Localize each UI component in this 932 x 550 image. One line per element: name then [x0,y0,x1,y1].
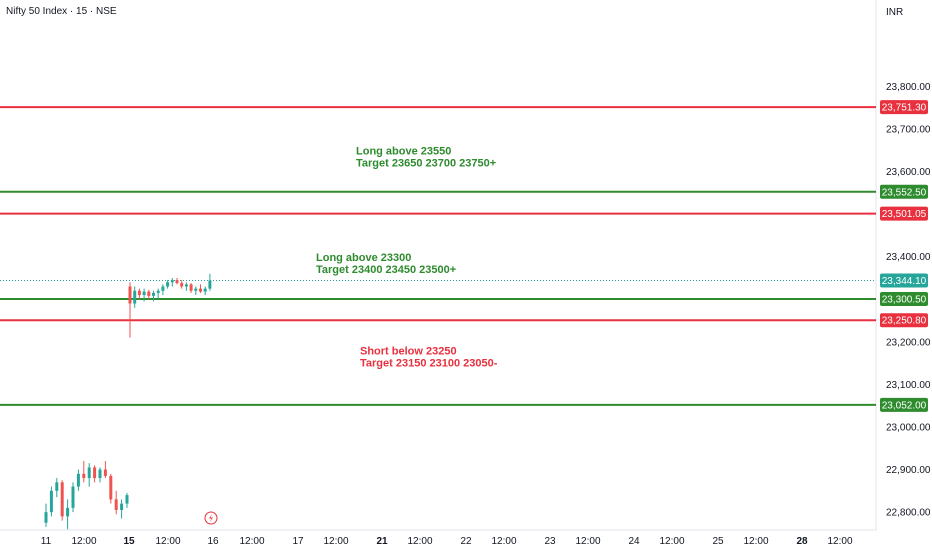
candle[interactable] [161,286,165,291]
price-tick-label: 23,000.00 [886,422,931,433]
currency-label[interactable]: INR [886,7,904,18]
candles-layer [44,273,212,530]
levels-layer: 23,751.30 23,552.50 23,501.05 23,300.50 23,2… [0,100,928,412]
candle[interactable] [170,280,174,283]
price-tick-label: 23,800.00 [886,82,931,93]
level-price-tag-bg [880,100,928,115]
candle[interactable] [184,284,188,287]
level-price-tag: 23,552.50 [882,187,927,198]
time-tick-label: 25 [712,536,724,547]
time-tick-label: 12:00 [239,536,264,547]
candle[interactable] [120,503,124,510]
time-tick-label: 24 [628,536,640,547]
annotation-text[interactable]: Long above 23550 [356,146,451,158]
candle[interactable] [49,490,53,513]
level-price-tag: 23,751.30 [882,103,927,114]
annotation-text[interactable]: Long above 23300 [316,252,411,264]
price-tick-label: 23,200.00 [886,337,931,348]
candle[interactable] [60,482,64,517]
time-tick-label: 12:00 [491,536,516,547]
candle[interactable] [156,290,160,293]
level-price-tag: 23,501.05 [882,209,927,220]
time-tick-label: 28 [796,536,808,547]
candle[interactable] [44,512,48,523]
candle[interactable] [137,290,141,296]
candle[interactable] [147,291,151,296]
candle[interactable] [76,473,80,487]
time-tick-label: 12:00 [743,536,768,547]
candle[interactable] [114,499,118,510]
candle[interactable] [55,482,59,491]
time-tick-label: 11 [41,536,52,547]
price-tick-label: 22,800.00 [886,508,931,519]
price-tick-label: 23,400.00 [886,252,931,263]
candle[interactable] [152,292,155,296]
level-price-tag-bg [880,313,928,328]
price-tick-label: 23,100.00 [886,380,931,391]
time-tick-label: 12:00 [827,536,852,547]
level-price-tag: 23,300.50 [882,295,927,306]
candle[interactable] [199,288,202,292]
candle[interactable] [98,469,102,479]
time-axis: 11 12:00 15 12:00 16 12:00 17 12:00 21 12:00 22 12:… [41,536,853,547]
candle[interactable] [128,286,132,304]
time-tick-label: 12:00 [323,536,348,547]
markers-layer [204,511,218,525]
time-tick-label: 12:00 [575,536,600,547]
price-axis: 23,800.00 23,700.00 23,600.00 23,400.00 23,2… [886,82,931,519]
level-price-tag-bg [880,397,928,412]
candle[interactable] [189,284,193,291]
level-price-tag-bg [880,184,928,199]
time-tick-label: 12:00 [71,536,96,547]
candle[interactable] [109,475,113,500]
candle[interactable] [203,288,207,292]
candle[interactable] [82,473,86,479]
candle[interactable] [66,507,70,517]
lightning-icon-bolt [209,513,213,523]
candle[interactable] [208,280,212,289]
level-price-tag: 23,250.80 [882,316,927,327]
candle[interactable] [166,282,170,287]
candle[interactable] [71,486,75,508]
candle[interactable] [93,467,97,479]
price-tick-label: 22,900.00 [886,465,931,476]
level-price-tag-bg [880,206,928,221]
candle[interactable] [180,283,184,287]
candle[interactable] [142,291,146,296]
lightning-icon[interactable] [204,511,218,525]
time-tick-label: 15 [123,536,135,547]
candle[interactable] [87,467,91,479]
annotation-text[interactable]: Target 23650 23700 23750+ [356,158,496,170]
candle[interactable] [175,280,179,284]
symbol-title[interactable]: Nifty 50 Index · 15 · NSE [6,6,117,17]
annotation-text[interactable]: Target 23150 23100 23050- [360,358,498,370]
price-tick-label: 23,600.00 [886,167,931,178]
current-price-tag-bg [880,273,928,288]
time-tick-label: 12:00 [155,536,180,547]
time-tick-label: 22 [460,536,472,547]
current-price-tag: 23,344.10 [882,276,927,287]
time-tick-label: 21 [376,536,388,547]
time-tick-label: 12:00 [659,536,684,547]
time-tick-label: 17 [292,536,304,547]
candle[interactable] [103,469,107,476]
candle[interactable] [133,290,137,304]
time-tick-label: 12:00 [407,536,432,547]
price-tick-label: 23,700.00 [886,124,931,135]
candle[interactable] [194,288,198,291]
time-tick-label: 16 [207,536,219,547]
candle[interactable] [125,495,129,504]
annotation-text[interactable]: Short below 23250 [360,346,457,358]
time-tick-label: 23 [544,536,556,547]
annotation-text[interactable]: Target 23400 23450 23500+ [316,264,456,276]
level-price-tag: 23,052.00 [882,400,927,411]
level-price-tag-bg [880,292,928,307]
